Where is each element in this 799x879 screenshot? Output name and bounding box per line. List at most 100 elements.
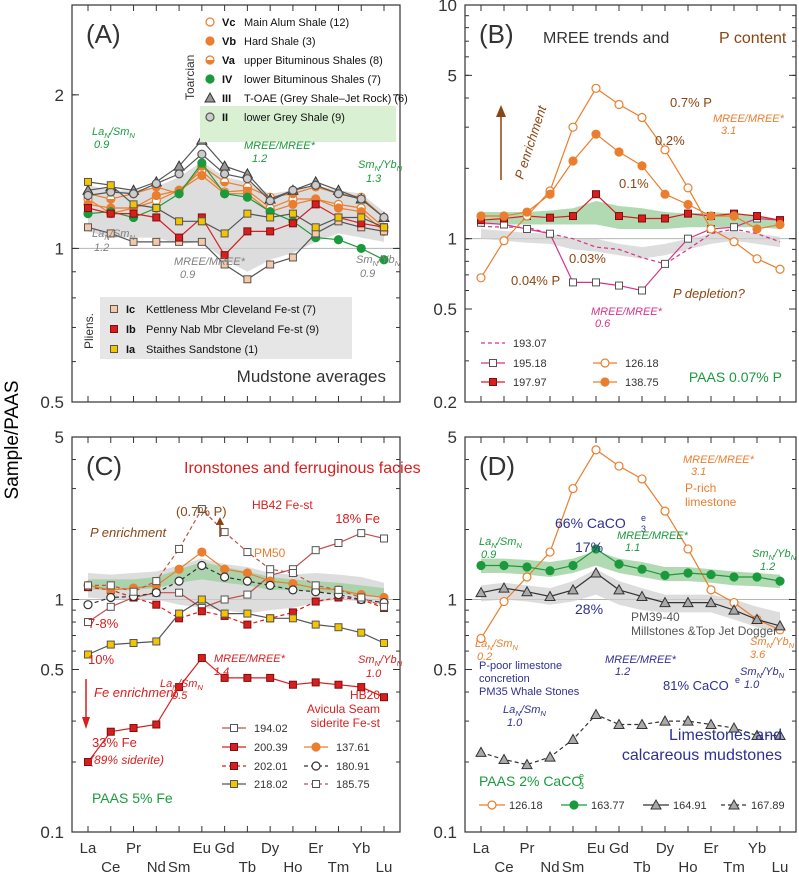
ratio-slash: /Sm	[109, 126, 130, 138]
data-point	[333, 235, 344, 245]
annotation-text: 18% Fe	[335, 511, 380, 526]
panel-label: (B)	[479, 19, 514, 49]
data-point	[637, 564, 647, 574]
series-c-5	[83, 560, 389, 610]
ratio-slash: /Sm	[109, 228, 130, 240]
data-point	[475, 586, 487, 598]
legend-code: III	[222, 93, 231, 105]
annotation-text: PM35 Whale Stones	[479, 686, 580, 698]
data-point	[152, 600, 161, 609]
data-point	[175, 588, 184, 597]
data-point	[220, 572, 230, 582]
data-point	[242, 192, 252, 202]
legend-marker	[600, 377, 610, 387]
ratio-sub: N	[375, 164, 381, 173]
data-point	[568, 156, 578, 166]
ratio-slash: /Sm	[177, 678, 198, 690]
ratio-slash: /Yb	[761, 666, 779, 678]
x-tick-label: Dy	[261, 840, 280, 857]
annotation-text: limestone	[685, 495, 737, 509]
ratio-slash: /Sm	[492, 638, 513, 650]
data-point	[729, 211, 739, 221]
x-tick-label: Eu	[587, 840, 605, 857]
annotation-text: P enrichment	[90, 525, 167, 540]
data-point	[84, 223, 92, 232]
data-point	[152, 637, 161, 646]
y-tick-label: 0.5	[40, 393, 64, 412]
ratio-value: 1.4	[214, 666, 229, 678]
legend-entry: lower Bituminous Shales (7)	[244, 74, 381, 86]
data-point	[288, 680, 297, 689]
data-point	[521, 758, 533, 770]
x-tick-label: Eu	[193, 840, 211, 857]
legend-marker	[487, 800, 497, 810]
data-point	[569, 278, 577, 287]
annotation-text: 0.2%	[655, 133, 685, 148]
data-point	[729, 572, 739, 582]
data-point	[521, 585, 533, 597]
legend-entry: 218.02	[254, 779, 288, 791]
band-grey	[88, 558, 384, 614]
ratio-value: 1.2	[615, 666, 630, 678]
legend-marker	[205, 112, 215, 122]
data-point	[84, 204, 92, 213]
series-line	[87, 139, 385, 218]
data-point	[592, 190, 600, 199]
panel-a: 0.5 1 2 (A) Mudstone averages Toarcian Vc Main …	[40, 4, 408, 412]
legend-entry: 202.01	[254, 761, 288, 773]
annotation-superscript: e	[579, 771, 584, 781]
ratio-label: MREE/MREE*	[214, 653, 286, 665]
data-point	[174, 576, 184, 586]
legend-code: Vb	[222, 36, 236, 48]
data-point	[638, 214, 646, 223]
x-tick-label: Tb	[239, 859, 257, 876]
data-point	[476, 560, 486, 571]
annotation-text: Fe enrichment	[94, 685, 178, 700]
data-point	[266, 213, 275, 222]
data-point	[682, 596, 694, 608]
data-point	[751, 729, 763, 741]
ratio-num: Sm	[752, 548, 769, 560]
ratio-sub: N	[512, 643, 518, 652]
legend-marker	[650, 798, 662, 810]
panel-label: (A)	[86, 19, 121, 49]
data-point	[568, 122, 578, 132]
data-point	[569, 212, 577, 221]
data-point	[152, 213, 161, 222]
annotation-text: PM39-40	[631, 610, 680, 624]
data-point-half	[152, 186, 161, 191]
ratio-value: 1.1	[625, 542, 640, 554]
ratio-sub: N	[767, 641, 773, 650]
ratio-value: 1.0	[744, 679, 760, 691]
data-point	[730, 223, 738, 232]
data-point	[220, 260, 229, 269]
ratio-label: SmN/YbN	[358, 654, 403, 668]
series-b-4	[476, 129, 785, 234]
y-tick-label: 1	[55, 591, 64, 610]
band-grey	[481, 229, 780, 259]
ratio-label: MREE/MREE*	[605, 654, 677, 666]
x-tick-label: La	[80, 840, 97, 857]
ratio-slash: /Yb	[773, 548, 791, 560]
annotation-text: PAAS 2% CaCO	[479, 773, 582, 789]
data-point	[288, 585, 298, 595]
legend-entry: 164.91	[673, 800, 707, 812]
data-point-half	[106, 198, 115, 203]
data-point	[334, 213, 343, 222]
data-point	[660, 145, 670, 155]
legend-entry: Penny Nab Mbr Cleveland Fe-st (9)	[146, 324, 319, 336]
annotation-text: (0.7% P)	[176, 504, 227, 519]
data-point	[636, 718, 648, 729]
legend-marker	[728, 798, 740, 810]
data-point	[151, 588, 161, 598]
data-point	[545, 566, 555, 576]
data-point	[220, 229, 229, 238]
data-point	[288, 185, 298, 195]
ratio-sub: N	[540, 709, 546, 718]
x-tick-label: Dy	[656, 840, 675, 857]
y-axis-label: Sample/PAAS	[2, 381, 23, 500]
legend-entry: 138.75	[625, 377, 659, 389]
data-point	[659, 715, 671, 726]
x-tick-label: Er	[704, 840, 719, 857]
